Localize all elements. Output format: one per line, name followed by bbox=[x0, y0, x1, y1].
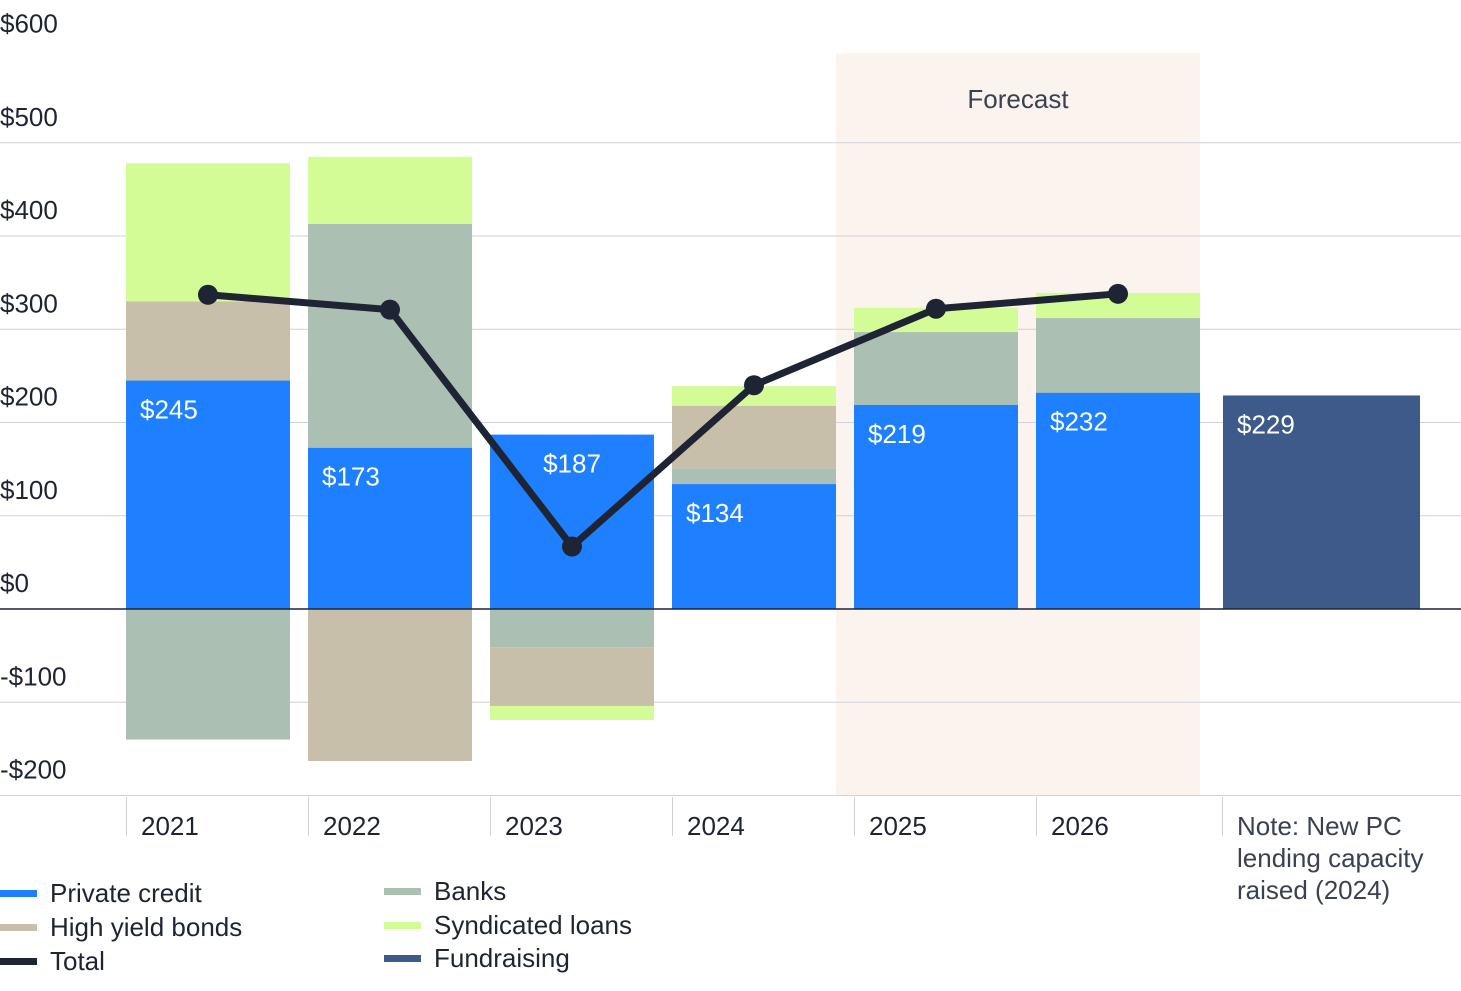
bar-banks bbox=[672, 468, 836, 485]
data-label-private-credit: $232 bbox=[1050, 407, 1108, 437]
y-tick-label: $400 bbox=[0, 195, 58, 225]
bar-banks bbox=[854, 332, 1018, 405]
legend-label: Fundraising bbox=[434, 943, 570, 973]
y-tick-label: $100 bbox=[0, 475, 58, 505]
data-label-private-credit: $187 bbox=[543, 449, 601, 479]
bar-private-credit bbox=[1036, 392, 1200, 609]
bar-banks bbox=[1036, 318, 1200, 393]
x-tick-label: 2023 bbox=[505, 811, 563, 841]
legend-swatch bbox=[384, 955, 421, 962]
total-point bbox=[380, 299, 400, 320]
legend-swatch bbox=[0, 924, 37, 931]
legend-swatch bbox=[0, 958, 37, 965]
bar-private-credit bbox=[126, 380, 290, 609]
bar-banks bbox=[126, 609, 290, 740]
x-tick-label: 2021 bbox=[141, 811, 199, 841]
x-tick-label: 2025 bbox=[869, 811, 927, 841]
total-point bbox=[744, 375, 764, 396]
bar-private-credit bbox=[490, 434, 654, 609]
bar-syndicated-loans bbox=[308, 156, 472, 224]
y-tick-label: $300 bbox=[0, 288, 58, 318]
data-label-private-credit: $134 bbox=[686, 498, 744, 528]
bar-banks bbox=[308, 223, 472, 448]
total-point bbox=[562, 536, 582, 557]
bar-private-credit bbox=[308, 447, 472, 609]
total-point bbox=[198, 284, 218, 305]
bar-syndicated-loans bbox=[672, 386, 836, 406]
y-tick-label: $600 bbox=[0, 9, 58, 39]
chart-area: Forecast $600 $500 $400 $300 $200 $100 $0 -$100… bbox=[0, 9, 1461, 841]
legend-swatch bbox=[0, 890, 37, 897]
axis: $600 $500 $400 $300 $200 $100 $0 -$100 -$200 2021… bbox=[0, 9, 1461, 841]
data-labels: $245 $173 $187 $134 $219 $232 $229 bbox=[140, 395, 1295, 529]
bar-fundraising bbox=[1223, 395, 1420, 609]
bars bbox=[126, 156, 1420, 761]
y-tick-label: -$200 bbox=[0, 755, 67, 785]
data-label-private-credit: $219 bbox=[868, 419, 926, 449]
y-tick-label: -$100 bbox=[0, 661, 67, 691]
fundraising-note: Note: New PC lending capacity raised (20… bbox=[1237, 811, 1424, 905]
data-label-fundraising: $229 bbox=[1237, 409, 1295, 439]
y-tick-label: $200 bbox=[0, 382, 58, 412]
legend-swatch bbox=[384, 888, 421, 895]
data-label-private-credit: $245 bbox=[140, 395, 198, 425]
forecast-label: Forecast bbox=[967, 84, 1069, 114]
x-tick-label: 2026 bbox=[1051, 811, 1109, 841]
total-point bbox=[1108, 283, 1128, 304]
total-line-path bbox=[207, 290, 1119, 551]
y-tick-label: $500 bbox=[0, 102, 58, 132]
bar-banks bbox=[490, 609, 654, 648]
bar-high-yield-bonds bbox=[490, 647, 654, 706]
bar-syndicated-loans bbox=[126, 163, 290, 302]
legend-label: Total bbox=[50, 946, 105, 976]
legend-label: Banks bbox=[434, 876, 507, 906]
bar-private-credit bbox=[854, 404, 1018, 609]
legend-label: Syndicated loans bbox=[434, 910, 633, 940]
legend-swatch bbox=[384, 922, 421, 929]
bar-private-credit bbox=[672, 484, 836, 609]
legend-label: Private credit bbox=[50, 878, 202, 908]
x-tick-label: 2024 bbox=[687, 811, 745, 841]
bar-high-yield-bonds bbox=[126, 301, 290, 381]
data-label-private-credit: $173 bbox=[322, 462, 380, 492]
bar-syndicated-loans bbox=[490, 705, 654, 720]
y-tick-label: $0 bbox=[0, 568, 29, 598]
bar-high-yield-bonds bbox=[308, 609, 472, 761]
total-line bbox=[198, 283, 1128, 557]
legend-label: High yield bonds bbox=[50, 912, 243, 942]
x-tick-label: 2022 bbox=[323, 811, 381, 841]
total-point bbox=[926, 298, 946, 319]
